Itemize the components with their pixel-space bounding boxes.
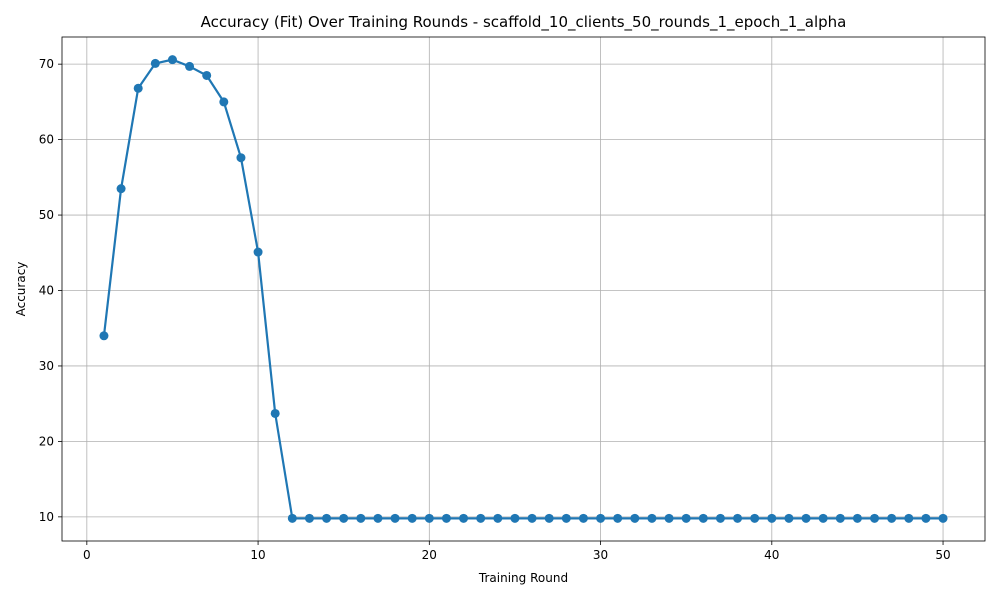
- data-point: [630, 513, 640, 523]
- data-point: [373, 513, 383, 523]
- data-point: [904, 513, 914, 523]
- x-tick-label: 50: [935, 548, 950, 562]
- data-point: [750, 513, 760, 523]
- data-point: [219, 97, 229, 107]
- data-point: [561, 513, 571, 523]
- grid-lines: [62, 37, 985, 541]
- data-point: [647, 513, 657, 523]
- data-point: [852, 513, 862, 523]
- data-point: [733, 513, 743, 523]
- data-point: [681, 513, 691, 523]
- data-point: [784, 513, 794, 523]
- data-point: [801, 513, 811, 523]
- data-point: [698, 513, 708, 523]
- y-tick-label: 50: [39, 208, 54, 222]
- data-point: [613, 513, 623, 523]
- data-point: [424, 513, 434, 523]
- data-point: [938, 513, 948, 523]
- data-point: [202, 70, 212, 80]
- data-point: [596, 513, 606, 523]
- x-axis-label: Training Round: [478, 571, 568, 585]
- data-point: [887, 513, 897, 523]
- data-point: [270, 408, 280, 418]
- data-point: [441, 513, 451, 523]
- data-point: [185, 61, 195, 71]
- y-tick-label: 70: [39, 57, 54, 71]
- data-point: [459, 513, 469, 523]
- plot-frame: [61, 36, 986, 542]
- chart-title: Accuracy (Fit) Over Training Rounds - sc…: [201, 13, 847, 32]
- y-tick-label: 10: [39, 510, 54, 524]
- data-point: [835, 513, 845, 523]
- data-point: [870, 513, 880, 523]
- y-tick-label: 60: [39, 133, 54, 147]
- data-point: [818, 513, 828, 523]
- data-point: [390, 513, 400, 523]
- data-point: [99, 331, 109, 341]
- x-tick-label: 30: [593, 548, 608, 562]
- data-point: [527, 513, 537, 523]
- data-point: [150, 58, 160, 68]
- data-point: [476, 513, 486, 523]
- data-point: [304, 513, 314, 523]
- data-point: [767, 513, 777, 523]
- x-tick-label: 20: [422, 548, 437, 562]
- data-point: [322, 513, 332, 523]
- data-point: [921, 513, 931, 523]
- data-point: [236, 153, 246, 163]
- data-point: [664, 513, 674, 523]
- data-point: [407, 513, 417, 523]
- y-tick-label: 30: [39, 359, 54, 373]
- accuracy-series: [99, 55, 948, 523]
- data-point: [116, 184, 126, 194]
- x-tick-label: 10: [250, 548, 265, 562]
- data-point: [287, 513, 297, 523]
- y-tick-label: 20: [39, 434, 54, 448]
- axis-ticks: 0 10 20 30 40 50 10 20 30 40 50 60 70: [39, 57, 951, 562]
- data-point: [510, 513, 520, 523]
- data-point: [356, 513, 366, 523]
- x-tick-label: 40: [764, 548, 779, 562]
- data-point: [544, 513, 554, 523]
- y-axis-label: Accuracy: [14, 262, 28, 317]
- y-tick-label: 40: [39, 284, 54, 298]
- data-point: [167, 55, 177, 65]
- data-point: [493, 513, 503, 523]
- data-point: [133, 83, 143, 93]
- data-point: [339, 513, 349, 523]
- data-point: [253, 247, 263, 257]
- data-point: [578, 513, 588, 523]
- data-point: [715, 513, 725, 523]
- x-tick-label: 0: [83, 548, 91, 562]
